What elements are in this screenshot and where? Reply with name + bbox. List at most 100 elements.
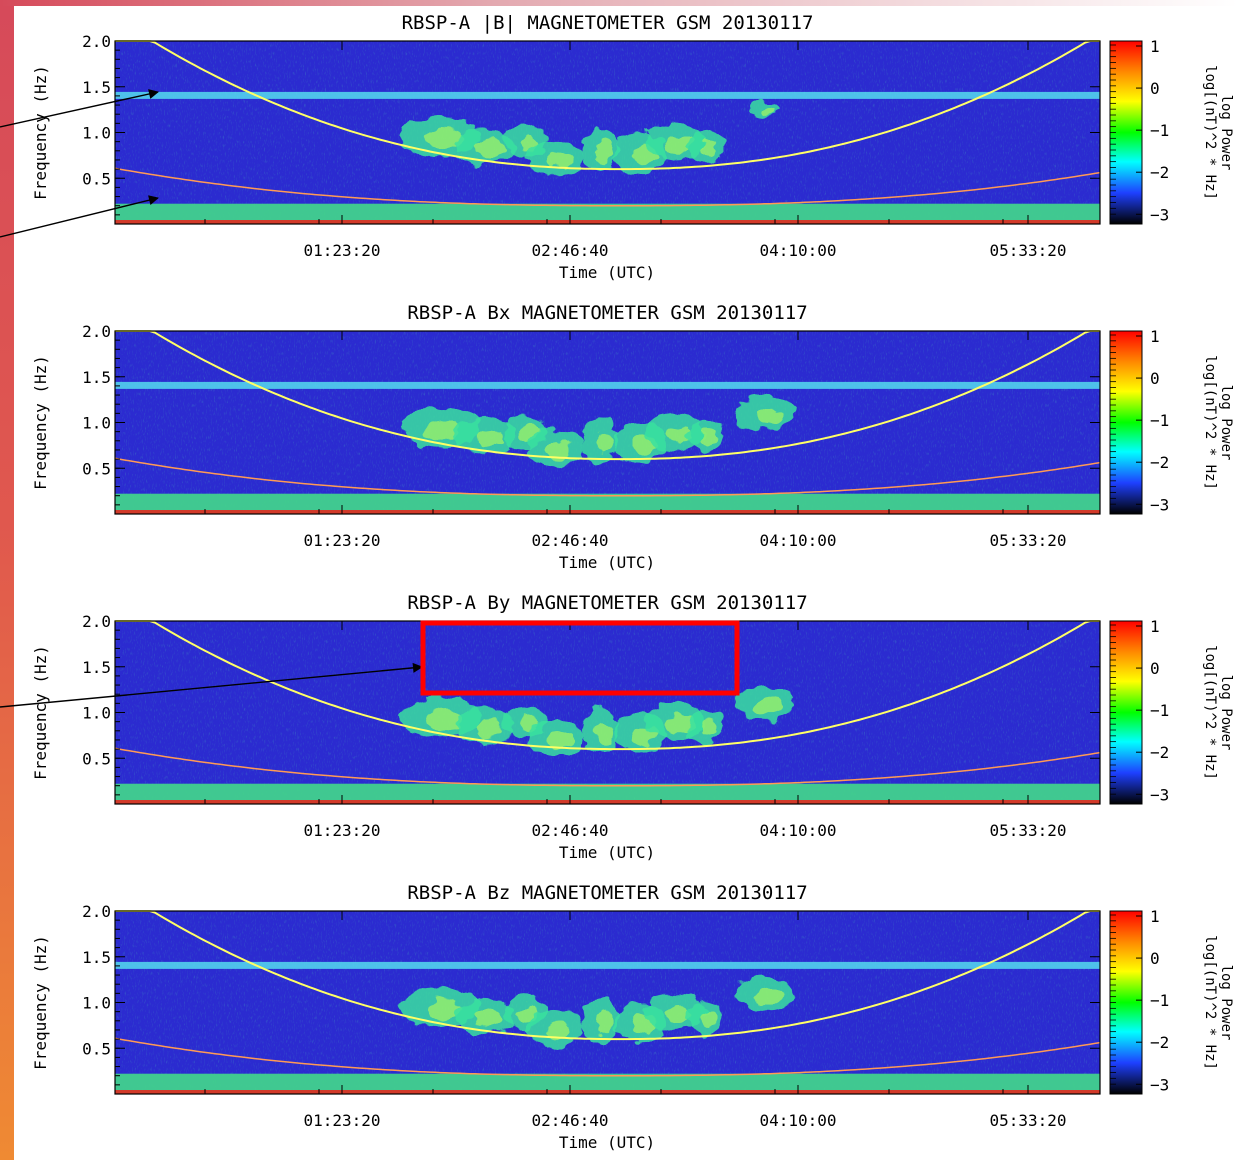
y-tick-label: 1.0 xyxy=(82,704,111,723)
emission-core xyxy=(665,714,693,733)
colorbar-tick-label: −1 xyxy=(1150,991,1169,1010)
x-tick-label: 01:23:20 xyxy=(303,531,380,550)
model-curve-lower xyxy=(114,747,1101,787)
colorbar-tick-label: 1 xyxy=(1150,617,1160,636)
colorbar-tick-label: −2 xyxy=(1150,163,1169,182)
y-axis-label: Frequency (Hz) xyxy=(31,645,50,780)
low-frequency-band xyxy=(115,493,1100,510)
x-axis-label: Time (UTC) xyxy=(559,1133,655,1152)
colorbar-tick-label: 0 xyxy=(1150,949,1160,968)
low-frequency-band xyxy=(115,783,1100,800)
emission-core xyxy=(546,150,572,170)
y-tick-label: 0.5 xyxy=(82,1039,111,1058)
x-axis-label: Time (UTC) xyxy=(559,553,655,572)
colorbar-tick-label: 1 xyxy=(1150,37,1160,56)
low-frequency-band xyxy=(115,1073,1100,1090)
colorbar-tick-label: −3 xyxy=(1150,785,1169,804)
emission-core xyxy=(475,429,503,448)
x-tick-label: 01:23:20 xyxy=(303,241,380,260)
colorbar-tick-label: −1 xyxy=(1150,121,1169,140)
y-axis-label: Frequency (Hz) xyxy=(31,65,50,200)
emission-core xyxy=(475,1009,503,1028)
wave-emission xyxy=(400,102,781,177)
emission-core xyxy=(546,1020,572,1040)
model-curve-upper xyxy=(115,330,1100,461)
emission-core xyxy=(475,719,503,738)
colorbar-units: log[(nT)^2 * Hz] xyxy=(1202,65,1218,200)
emission-core xyxy=(546,730,572,750)
spectrogram-panel: RBSP-A By MAGNETOMETER GSM 20130117 2.0 1.… xyxy=(31,592,1234,862)
x-tick-label: 05:33:20 xyxy=(989,1111,1066,1130)
model-curve-upper xyxy=(115,40,1100,171)
x-tick-label: 02:46:40 xyxy=(531,531,608,550)
colorbar-tick-label: −3 xyxy=(1150,495,1169,514)
colorbar-tick-label: −3 xyxy=(1150,205,1169,224)
y-tick-label: 1.5 xyxy=(82,78,111,97)
y-tick-label: 1.5 xyxy=(82,948,111,967)
emission-core xyxy=(761,107,777,116)
colorbar-units: log[(nT)^2 * Hz] xyxy=(1202,355,1218,490)
colorbar-label: log Power xyxy=(1218,675,1234,751)
model-curve-lower xyxy=(114,457,1101,497)
emission-core xyxy=(665,134,693,153)
wave-emission xyxy=(400,976,795,1047)
emission-core xyxy=(700,429,718,447)
spectrogram-panel: RBSP-A |B| MAGNETOMETER GSM 20130117 2.0 1… xyxy=(31,12,1234,282)
spectrogram-panel: RBSP-A Bz MAGNETOMETER GSM 20130117 2.0 1.… xyxy=(31,882,1234,1152)
colorbar-tick-label: −1 xyxy=(1150,701,1169,720)
emission-core xyxy=(755,697,783,714)
panel-title: RBSP-A By MAGNETOMETER GSM 20130117 xyxy=(407,592,807,614)
x-tick-label: 04:10:00 xyxy=(759,241,836,260)
y-tick-label: 2.0 xyxy=(82,322,111,341)
model-curve-upper xyxy=(115,620,1100,751)
spectrogram-panel: RBSP-A Bx MAGNETOMETER GSM 20130117 2.0 1.… xyxy=(31,302,1234,572)
emission-core xyxy=(700,1009,718,1027)
emission-core xyxy=(595,431,613,455)
panel-title: RBSP-A Bx MAGNETOMETER GSM 20130117 xyxy=(407,302,807,324)
emission-core xyxy=(426,129,462,150)
colorbar-label: log Power xyxy=(1218,95,1234,171)
colorbar-units: log[(nT)^2 * Hz] xyxy=(1202,645,1218,780)
annotation-arrow xyxy=(0,662,423,708)
y-tick-label: 2.0 xyxy=(82,32,111,51)
model-curve-lower xyxy=(114,167,1101,207)
colorbar-tick-label: 0 xyxy=(1150,79,1160,98)
x-tick-label: 02:46:40 xyxy=(531,1111,608,1130)
spectral-band-line xyxy=(115,381,1100,389)
x-tick-label: 04:10:00 xyxy=(759,531,836,550)
y-tick-label: 1.0 xyxy=(82,414,111,433)
y-tick-label: 1.0 xyxy=(82,124,111,143)
colorbar-tick-label: −2 xyxy=(1150,1033,1169,1052)
y-tick-label: 2.0 xyxy=(82,902,111,921)
emission-core xyxy=(426,999,462,1020)
spectral-band-line xyxy=(115,91,1100,99)
x-tick-label: 05:33:20 xyxy=(989,821,1066,840)
panel-title: RBSP-A Bz MAGNETOMETER GSM 20130117 xyxy=(407,882,807,904)
spectral-band-line xyxy=(115,961,1100,969)
slide-left-accent xyxy=(0,0,14,1160)
x-tick-label: 05:33:20 xyxy=(989,531,1066,550)
emission-core xyxy=(700,139,718,157)
colorbar-tick-label: 0 xyxy=(1150,659,1160,678)
annotations xyxy=(0,89,740,708)
emission-core xyxy=(475,139,503,158)
y-tick-label: 1.0 xyxy=(82,994,111,1013)
x-tick-label: 01:23:20 xyxy=(303,1111,380,1130)
emission-core xyxy=(595,721,613,745)
emission-core xyxy=(546,440,572,460)
emission-core xyxy=(595,141,613,165)
x-tick-label: 02:46:40 xyxy=(531,241,608,260)
colorbar-tick-label: 1 xyxy=(1150,907,1160,926)
colorbar-tick-label: −1 xyxy=(1150,411,1169,430)
x-tick-label: 02:46:40 xyxy=(531,821,608,840)
colorbar-tick-label: 0 xyxy=(1150,369,1160,388)
model-curve-upper xyxy=(115,910,1100,1041)
highlight-box xyxy=(420,620,740,696)
wave-emission xyxy=(400,396,795,467)
low-frequency-edge xyxy=(115,800,1100,804)
x-axis-label: Time (UTC) xyxy=(559,843,655,862)
colorbar-tick-label: −3 xyxy=(1150,1075,1169,1094)
x-tick-label: 05:33:20 xyxy=(989,241,1066,260)
emission-core xyxy=(755,987,783,1004)
